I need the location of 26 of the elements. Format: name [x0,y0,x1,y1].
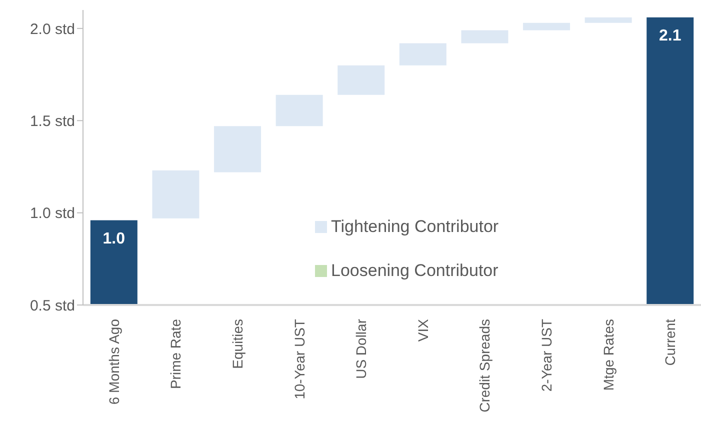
x-tick-label: Current [662,318,678,366]
x-tick-label: 2-Year UST [538,318,554,392]
bar [338,65,385,95]
x-tick-label: VIX [414,318,431,342]
bar [276,94,323,126]
x-tick-label: 6 Months Ago [106,318,122,405]
y-tick-label: 0.5 std [30,297,75,314]
bar [584,17,632,23]
bar [152,170,200,218]
x-tick-label: Prime Rate [168,318,184,390]
x-tick-label: 10-Year UST [291,318,308,400]
legend-label: Loosening Contributor [331,261,498,281]
y-tick-label: 2.0 std [30,20,75,38]
legend-label: Tightening Contributor [331,217,499,237]
bar [399,43,446,66]
bar [523,22,570,30]
x-tick-label: Mtge Rates [600,319,616,391]
data-label: 1.0 [102,230,126,248]
x-tick-label: Credit Spreads [476,319,493,412]
data-label: 2.1 [658,28,682,45]
bar [461,30,508,44]
y-tick-label: 1.5 std [30,112,75,130]
x-tick-label: US Dollar [353,318,370,379]
y-tick-label: 1.0 std [30,205,75,222]
x-tick-label: Equities [230,319,246,369]
bar [214,126,262,172]
